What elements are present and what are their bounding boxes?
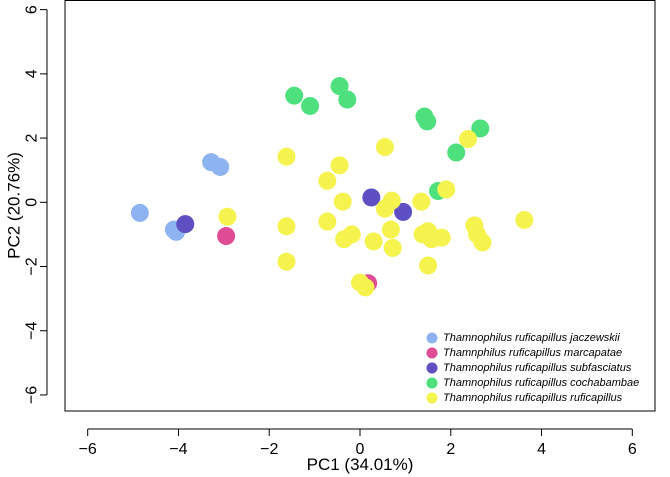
- data-point-series-4: [418, 112, 437, 131]
- y-tick-label: −2: [24, 257, 41, 275]
- legend-marker: [426, 347, 438, 359]
- legend-marker: [426, 377, 438, 389]
- data-point-series-5: [382, 191, 401, 210]
- legend-marker: [426, 332, 438, 344]
- data-point-series-5: [318, 171, 337, 190]
- data-point-series-4: [285, 86, 304, 105]
- legend: Thamnophilus ruficapillus jaczewskii Tham…: [426, 332, 639, 404]
- data-point-series-3: [176, 215, 195, 234]
- data-point-series-5: [459, 130, 478, 149]
- data-points: [130, 77, 534, 297]
- data-point-series-4: [301, 96, 320, 115]
- data-point-series-5: [412, 192, 431, 211]
- data-point-series-1: [130, 203, 149, 222]
- plot-frame: [64, 0, 656, 412]
- x-tick-label: −6: [79, 441, 97, 458]
- legend-marker: [426, 362, 438, 374]
- x-tick-label: 2: [446, 441, 455, 458]
- data-point-series-4: [471, 119, 490, 138]
- x-axis: −6 −4 −2 0 2 4 6: [79, 428, 637, 458]
- y-tick-label: 2: [24, 134, 41, 143]
- legend-label: Thamnophilus ruficapillus subfasciatus: [443, 362, 632, 374]
- legend-label: Thamnophilus ruficapillus ruficapillus: [443, 392, 623, 404]
- data-point-series-5: [432, 228, 451, 247]
- x-tick-label: −2: [260, 441, 278, 458]
- data-point-series-5: [473, 233, 492, 252]
- data-point-series-5: [318, 212, 337, 231]
- data-point-series-5: [277, 252, 296, 271]
- data-point-series-5: [419, 256, 438, 275]
- data-point-series-2: [217, 227, 236, 246]
- data-point-series-5: [383, 238, 402, 257]
- data-point-series-5: [277, 217, 296, 236]
- legend-label: Thamnphilus ruficapillus marcapatae: [443, 347, 622, 359]
- x-tick-label: −4: [169, 441, 187, 458]
- data-point-series-5: [218, 207, 237, 226]
- data-point-series-5: [437, 180, 456, 199]
- x-tick-label: 6: [628, 441, 637, 458]
- y-tick-label: −4: [24, 322, 41, 340]
- legend-label: Thamnophilus ruficapillus cochabambae: [443, 377, 639, 389]
- x-axis-title: PC1 (34.01%): [307, 455, 414, 474]
- data-point-series-5: [364, 232, 383, 251]
- data-point-series-5: [375, 138, 394, 157]
- data-point-series-5: [342, 225, 361, 244]
- data-point-series-4: [338, 90, 357, 109]
- data-point-series-1: [211, 157, 230, 176]
- data-point-series-5: [330, 156, 349, 175]
- y-axis: −6 −4 −2 0 2 4 6: [24, 5, 48, 404]
- y-tick-label: 6: [24, 5, 41, 14]
- data-point-series-5: [333, 192, 352, 211]
- data-point-series-3: [394, 202, 413, 221]
- data-point-series-5: [381, 220, 400, 239]
- legend-marker: [426, 392, 438, 404]
- data-point-series-4: [447, 143, 466, 162]
- y-tick-label: 0: [24, 198, 41, 207]
- data-point-series-5: [277, 147, 296, 166]
- data-point-series-3: [362, 188, 381, 207]
- y-tick-label: −6: [24, 386, 41, 404]
- x-tick-label: 0: [356, 441, 365, 458]
- data-point-series-5: [515, 210, 534, 229]
- x-tick-label: 4: [537, 441, 546, 458]
- data-point-series-5: [356, 278, 375, 297]
- data-point-series-4: [330, 77, 349, 96]
- y-tick-label: 4: [24, 69, 41, 78]
- y-axis-title: PC2 (20.76%): [5, 152, 24, 259]
- legend-label: Thamnophilus ruficapillus jaczewskii: [443, 332, 620, 344]
- plot-border: [64, 0, 656, 412]
